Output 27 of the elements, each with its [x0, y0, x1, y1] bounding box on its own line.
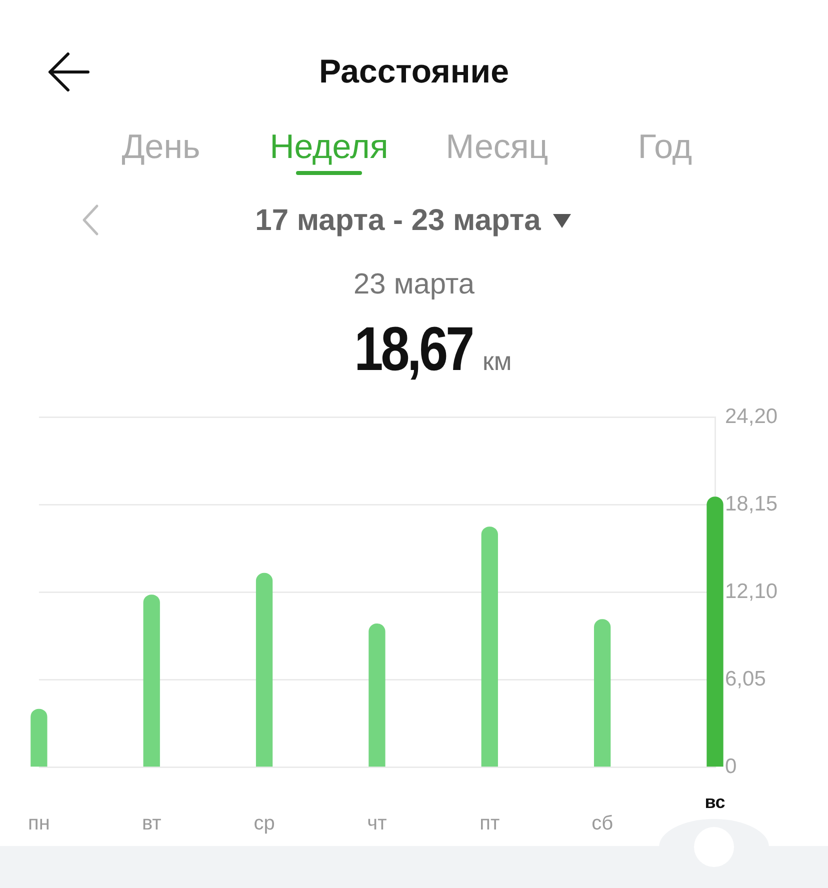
y-tick-label: 0 — [725, 754, 737, 778]
chart-title: Расстояние — [319, 52, 509, 90]
text: Неделя — [270, 128, 388, 166]
bar — [481, 526, 498, 767]
x-tick-label: вт — [142, 812, 162, 835]
y-tick-label: 12,10 — [725, 580, 778, 603]
y-tick-label: 24,20 — [725, 404, 778, 428]
x-tick-label: пн — [28, 812, 50, 835]
bar — [706, 496, 724, 767]
x-tick-label: вс — [704, 792, 726, 812]
x-tick-label: чт — [367, 812, 387, 835]
bar — [30, 708, 48, 767]
text: 18,67 км — [354, 315, 512, 384]
x-tick-label: пт — [480, 812, 500, 835]
bar — [143, 594, 160, 767]
text: Месяц — [446, 128, 548, 166]
bar — [256, 572, 273, 767]
text: 23 марта — [354, 268, 474, 300]
y-tick-label: 6,05 — [725, 667, 766, 690]
x-tick-label: ср — [254, 812, 275, 835]
text: День — [122, 128, 200, 166]
chart-subtitle: 17 марта - 23 марта — [255, 204, 541, 237]
bar — [594, 619, 611, 767]
x-tick-label: сб — [592, 812, 614, 835]
bar — [368, 623, 386, 767]
text: Год — [638, 128, 692, 166]
y-tick-label: 18,15 — [725, 492, 778, 516]
